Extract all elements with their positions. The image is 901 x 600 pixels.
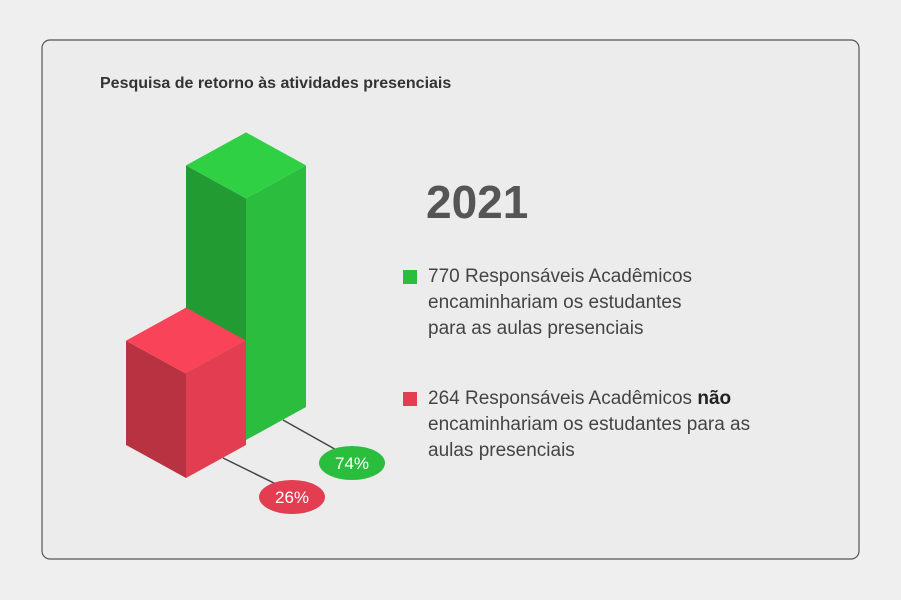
legend-text: 264 Responsáveis Acadêmicos não encaminh… xyxy=(428,386,793,464)
legend-item: 264 Responsáveis Acadêmicos não encaminh… xyxy=(403,386,803,464)
legend-count: 264 xyxy=(428,388,460,409)
bar-top-face xyxy=(186,132,306,199)
bar-right-face xyxy=(186,340,246,478)
legend-item: 770 Responsáveis Acadêmicos encaminharia… xyxy=(403,264,723,342)
legend-swatch xyxy=(403,270,417,284)
value-label-bg xyxy=(319,446,385,480)
value-label-bg xyxy=(259,480,325,514)
leader-line xyxy=(222,457,281,487)
value-label: 74% xyxy=(335,454,369,473)
bar-top-face xyxy=(126,307,246,374)
legend-count: 770 xyxy=(428,266,460,287)
legend-label: Responsáveis Acadêmicos encaminhariam os… xyxy=(428,266,693,339)
legend-swatch xyxy=(403,392,417,406)
year-label: 2021 xyxy=(426,176,528,228)
bar-left-face xyxy=(126,340,186,478)
legend-text: 770 Responsáveis Acadêmicos encaminharia… xyxy=(428,264,718,342)
legend-label: Responsáveis Acadêmicos xyxy=(464,388,693,409)
legend-label: encaminhariam os estudantes para as aula… xyxy=(428,414,751,461)
leader-line xyxy=(282,419,341,453)
value-label: 26% xyxy=(275,488,309,507)
bar-right-face xyxy=(246,165,306,441)
bar xyxy=(126,307,246,478)
legend-emphasis: não xyxy=(697,388,732,409)
chart-title: Pesquisa de retorno às atividades presen… xyxy=(100,75,451,92)
